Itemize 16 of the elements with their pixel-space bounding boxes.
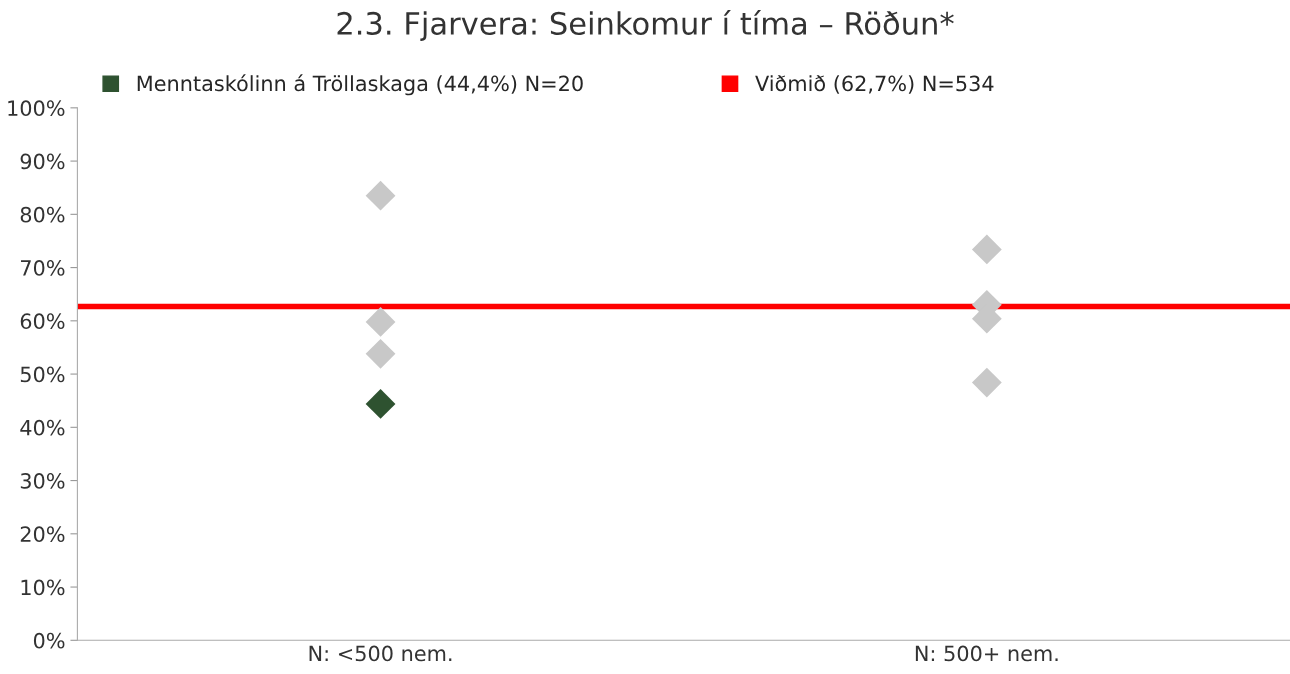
y-tick-label: 80% xyxy=(20,206,65,223)
y-tick-label: 40% xyxy=(20,419,65,436)
y-tick-label: 30% xyxy=(20,473,65,489)
y-tick-label: 0% xyxy=(33,632,65,649)
y-tick-label: 60% xyxy=(20,313,65,330)
chart-title: 2.3. Fjarvera: Seinkomur í tíma – Röðun* xyxy=(337,10,954,41)
y-tick-label: 70% xyxy=(21,260,65,276)
y-tick-label: 10% xyxy=(21,579,65,596)
y-tick-label: 50% xyxy=(20,366,65,383)
y-tick-label: 20% xyxy=(20,526,65,543)
y-tick-label: 100% xyxy=(8,100,65,117)
x-tick-label: N: <500 nem. xyxy=(309,645,452,662)
y-tick-label: 90% xyxy=(20,153,65,170)
legend-label: Viðmið (62,7%) N=534 xyxy=(755,75,994,94)
x-tick-label: N: 500+ nem. xyxy=(915,645,1058,662)
legend-label: Menntaskólinn á Tröllaskaga (44,4%) N=20 xyxy=(137,74,583,96)
